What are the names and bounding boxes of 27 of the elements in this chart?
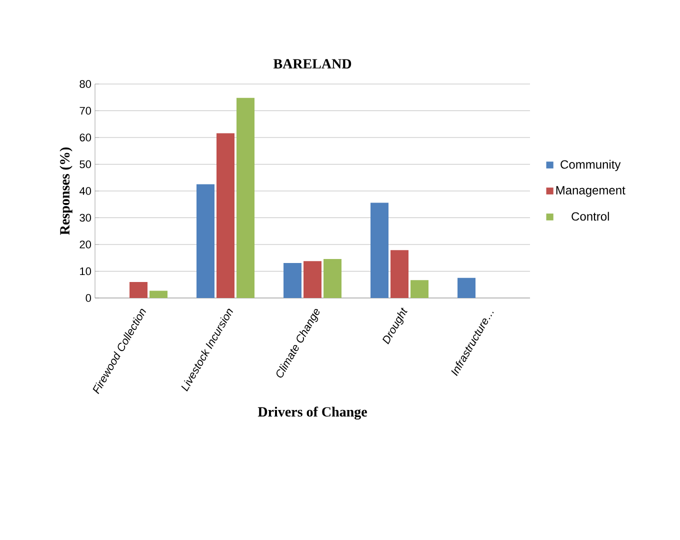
y-tick-label: 80 [80, 80, 92, 88]
x-axis-title: Drivers of Change [258, 406, 367, 420]
y-tick-label: 40 [79, 187, 92, 195]
bar [150, 290, 168, 298]
bar [324, 258, 342, 298]
y-tick-label: 20 [80, 240, 92, 248]
bar [458, 278, 476, 298]
y-tick-label: 30 [80, 214, 92, 222]
legend-label: Management [556, 186, 626, 197]
bar [284, 262, 302, 298]
bar [304, 261, 322, 298]
y-axis-title: Responses (%) [60, 147, 72, 235]
bar [216, 133, 235, 298]
y-tick-label: 50 [80, 160, 92, 168]
legend-label: Community [560, 160, 621, 172]
y-tick-label: 0 [86, 294, 92, 302]
y-tick-label: 10 [80, 267, 92, 276]
bar [236, 98, 255, 298]
y-tick-label: 60 [80, 134, 92, 142]
bar [390, 250, 408, 298]
legend-label: Control [572, 212, 609, 221]
y-tick-label: 70 [80, 106, 92, 115]
bar [130, 282, 148, 298]
bar [410, 280, 428, 298]
bar [196, 184, 215, 298]
chart-title: BARELAND [273, 59, 352, 68]
bar [370, 202, 388, 298]
